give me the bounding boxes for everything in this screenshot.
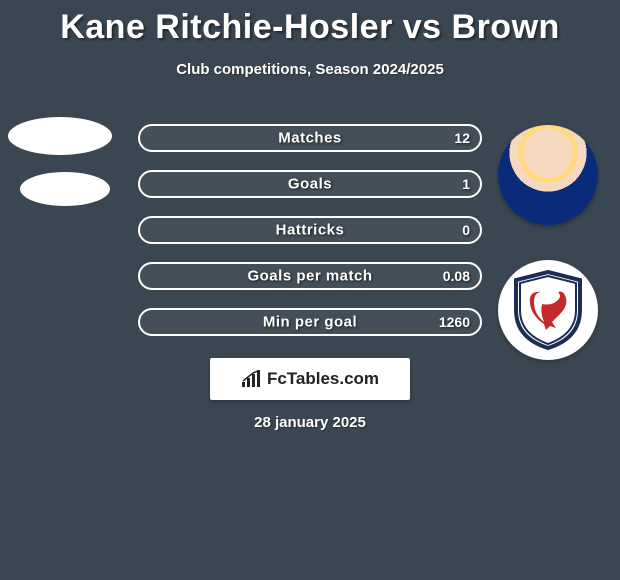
stat-value-right: 1260 [439, 314, 470, 330]
stat-value-right: 1 [462, 176, 470, 192]
stat-bar-min-per-goal: Min per goal 1260 [138, 308, 482, 336]
brand-logo[interactable]: FcTables.com [210, 358, 410, 400]
stat-bar-goals-per-match: Goals per match 0.08 [138, 262, 482, 290]
player-left-badge [20, 172, 110, 206]
player-right-avatar [498, 125, 598, 225]
stat-value-right: 12 [454, 130, 470, 146]
stat-value-right: 0 [462, 222, 470, 238]
stat-label: Min per goal [263, 314, 357, 331]
brand-text: FcTables.com [267, 369, 379, 389]
stat-label: Goals per match [247, 268, 372, 285]
player-right-badge [498, 260, 598, 360]
stat-label: Matches [278, 130, 342, 147]
stat-bar-matches: Matches 12 [138, 124, 482, 152]
stat-label: Hattricks [276, 222, 345, 239]
stat-bars: Matches 12 Goals 1 Hattricks 0 Goals per… [138, 124, 482, 354]
bars-icon [241, 370, 263, 388]
stat-label: Goals [288, 176, 332, 193]
shield-icon [512, 270, 584, 350]
stat-bar-hattricks: Hattricks 0 [138, 216, 482, 244]
page-title: Kane Ritchie-Hosler vs Brown [0, 0, 620, 47]
stat-bar-goals: Goals 1 [138, 170, 482, 198]
date-caption: 28 january 2025 [0, 414, 620, 431]
player-left-avatar [8, 117, 112, 155]
stat-value-right: 0.08 [443, 268, 470, 284]
subtitle: Club competitions, Season 2024/2025 [0, 61, 620, 78]
